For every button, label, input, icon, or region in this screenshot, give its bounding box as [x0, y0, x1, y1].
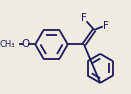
Text: CH₃: CH₃ — [0, 40, 15, 49]
Text: F: F — [81, 13, 87, 23]
Text: F: F — [103, 22, 109, 31]
Text: O: O — [22, 39, 30, 49]
